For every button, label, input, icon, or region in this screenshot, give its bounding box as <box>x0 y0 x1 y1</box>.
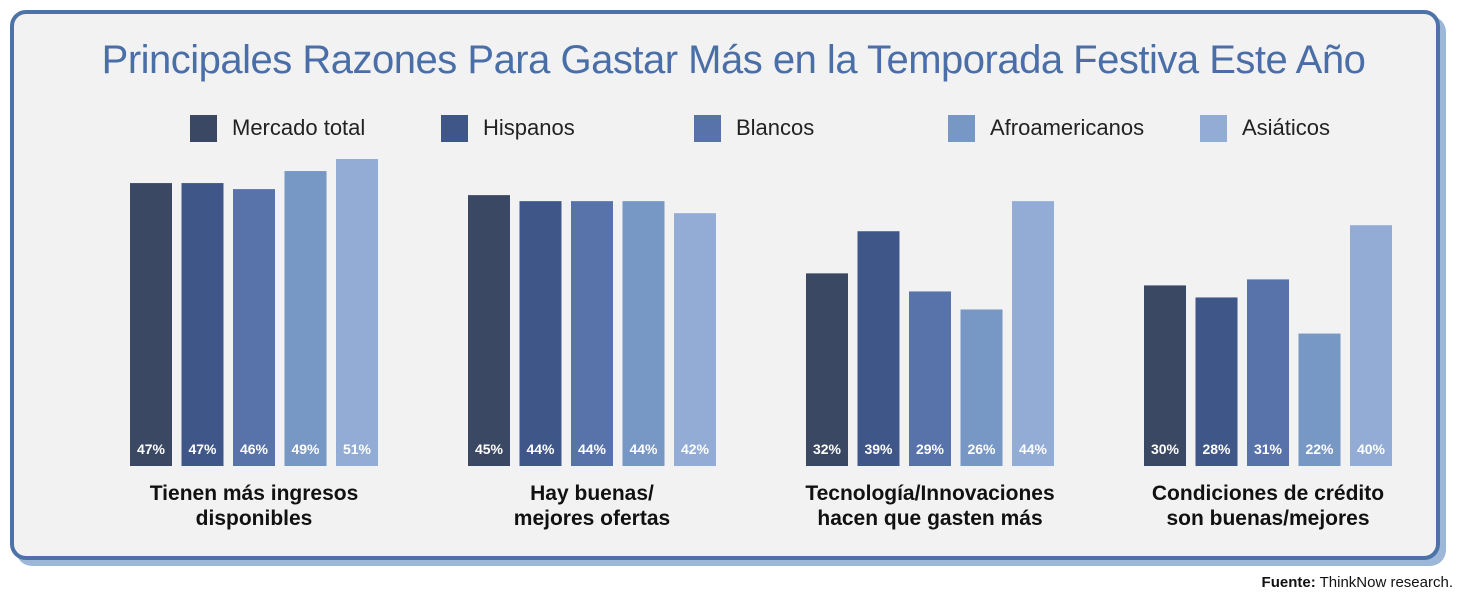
category-label: Condiciones de crédito son buenas/mejores <box>1108 481 1428 531</box>
category-label-line: mejores ofertas <box>513 507 671 530</box>
bar <box>519 201 562 466</box>
bar-value-label: 44% <box>629 441 658 457</box>
bar-value-label: 47% <box>137 441 166 457</box>
legend-label: Hispanos <box>483 115 575 140</box>
bar <box>233 189 275 467</box>
legend-label: Afroamericanos <box>990 115 1145 140</box>
bar-value-label: 42% <box>681 441 710 457</box>
legend-label: Blancos <box>736 115 815 140</box>
legend-label: Asiáticos <box>1242 115 1331 140</box>
category-label: Hay buenas/mejores ofertas <box>432 481 752 531</box>
bar <box>284 171 327 466</box>
bar <box>571 201 613 466</box>
bar-value-label: 46% <box>240 441 269 457</box>
bar-value-label: 31% <box>1254 441 1283 457</box>
legend-item: Asiáticos <box>1200 113 1330 143</box>
legend-swatch <box>190 114 217 142</box>
bar <box>130 183 172 466</box>
bar <box>1350 225 1392 466</box>
bar <box>181 183 224 466</box>
bar-value-label: 39% <box>864 441 893 457</box>
bar <box>1247 279 1289 466</box>
bar-value-label: 22% <box>1305 441 1334 457</box>
chart-title: Principales Razones Para Gastar Más en l… <box>101 38 1366 82</box>
category-label-line: Tecnología/Innovaciones <box>805 482 1055 505</box>
legend-item: Mercado total <box>190 113 365 143</box>
bar-value-label: 30% <box>1151 441 1180 457</box>
category-label: Tienen más ingresos disponibles <box>94 481 414 531</box>
bar-value-label: 44% <box>1019 441 1048 457</box>
category-label-line: Tienen más ingresos <box>149 482 359 505</box>
bar-value-label: 44% <box>578 441 607 457</box>
bar-value-label: 28% <box>1202 441 1231 457</box>
bar-value-label: 49% <box>291 441 320 457</box>
bar <box>622 201 665 466</box>
legend-swatch <box>441 114 468 142</box>
bar-value-label: 26% <box>967 441 996 457</box>
bar-value-label: 44% <box>526 441 555 457</box>
category-label-line: son buenas/mejores <box>1166 507 1370 530</box>
category-label-line: Hay buenas/ <box>530 482 654 505</box>
bar <box>336 159 378 466</box>
bar <box>1298 333 1341 466</box>
category-label-line: Condiciones de crédito <box>1151 482 1385 505</box>
bar-value-label: 45% <box>475 441 504 457</box>
bar-value-label: 29% <box>916 441 945 457</box>
legend-swatch <box>1200 114 1227 142</box>
bar <box>960 309 1003 466</box>
bar-value-label: 47% <box>188 441 217 457</box>
category-label: Tecnología/Innovaciones hacen que gasten … <box>770 481 1090 531</box>
category-label-line: disponibles <box>195 507 313 530</box>
source-text: ThinkNow research. <box>1319 574 1453 591</box>
bar <box>857 231 900 466</box>
category-label-line: hacen que gasten más <box>817 507 1043 530</box>
bar <box>468 195 510 466</box>
source-note: Fuente: ThinkNow research. <box>1262 574 1453 591</box>
bar <box>1195 297 1238 466</box>
legend-swatch <box>694 114 721 142</box>
bar <box>1012 201 1054 466</box>
bar-value-label: 51% <box>343 441 372 457</box>
legend-item: Afroamericanos <box>948 113 1144 143</box>
legend-swatch <box>948 114 975 142</box>
legend-item: Blancos <box>694 113 814 143</box>
bar <box>1144 285 1186 466</box>
bar-value-label: 32% <box>813 441 842 457</box>
bar <box>909 291 951 466</box>
legend-label: Mercado total <box>232 115 366 140</box>
legend-item: Hispanos <box>441 113 575 143</box>
bar-value-label: 40% <box>1357 441 1386 457</box>
bar <box>674 213 716 466</box>
bar <box>806 273 848 466</box>
source-prefix: Fuente: <box>1261 574 1316 591</box>
